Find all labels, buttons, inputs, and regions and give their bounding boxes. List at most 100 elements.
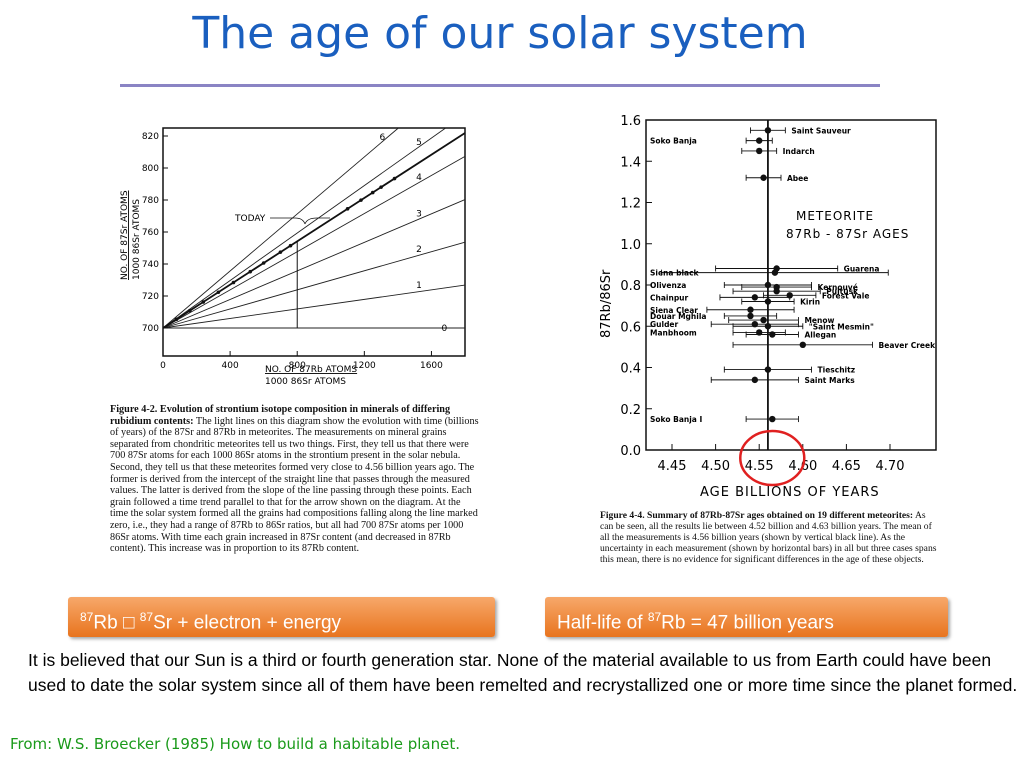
meteorite-point (771, 269, 779, 276)
inset-title-1: METEORITE (796, 209, 874, 223)
meteorite-point (773, 287, 780, 295)
decay-sup-sr: 87 (139, 610, 154, 624)
meteorite-x-label: AGE BILLIONS OF YEARS (700, 485, 880, 500)
half-life-box: Half-life of 87Rb = 47 billion years (545, 597, 948, 637)
x-tick-label: 4.50 (701, 459, 730, 474)
x-tick-label: 4.55 (745, 459, 774, 474)
growth-line (162, 284, 466, 329)
slide-title: The age of our solar system (192, 8, 808, 59)
y-tick-label: 0.2 (620, 403, 641, 418)
meteorite-label: Pultusk (826, 287, 859, 296)
growth-line (162, 155, 466, 329)
highlight-circle (739, 429, 806, 487)
isochron-y-label-2: 1000 86Sr ATOMS (132, 199, 142, 280)
meteorite-label: Beaver Creek (879, 341, 937, 350)
meteorite-y-label: 87Rb/86Sr (599, 269, 614, 338)
y-tick-label: 0.8 (620, 279, 641, 294)
y-tick-label: 760 (142, 228, 159, 238)
meteorite-point (764, 127, 772, 134)
y-tick-label: 1.6 (620, 114, 641, 129)
y-tick-label: 1.0 (620, 238, 641, 253)
meteorite-caption-head: Figure 4-4. Summary of 87Rb-87Sr ages ob… (600, 510, 914, 521)
meteorite-point (764, 298, 772, 305)
isochron-figure: 6 5 4 3 2 1 0 820 800 780 760 740 720 700 0 400 800 120… (105, 118, 485, 402)
x-tick-label: 1600 (420, 361, 443, 371)
x-tick-label: 400 (222, 361, 239, 371)
meteorite-point (756, 147, 763, 155)
meteorite-point (756, 137, 763, 144)
measured-point (278, 250, 283, 254)
meteorite-label: Chainpur (650, 293, 689, 302)
half-life-value: Rb = 47 billion years (661, 612, 834, 634)
y-tick-label: 800 (142, 164, 159, 174)
isochron-frame (162, 127, 466, 357)
y-tick-label: 1.2 (620, 197, 641, 212)
y-tick-label: 780 (142, 196, 159, 206)
meteorite-point (747, 312, 754, 320)
x-tick-label: 0 (160, 361, 166, 371)
growth-line-label: 4 (416, 173, 422, 183)
isochron-diagram: 6 5 4 3 2 1 0 820 800 780 760 740 720 700 0 400 800 120… (120, 127, 466, 387)
measured-point (216, 290, 221, 295)
measured-point (288, 243, 293, 248)
meteorite-label: Soko Banja (650, 137, 697, 146)
meteorite-label: Manbhoom (650, 328, 697, 337)
isochron-y-ticks: 820 800 780 760 740 720 700 (142, 132, 168, 334)
measured-point (359, 198, 363, 202)
measured-point (231, 280, 236, 285)
growth-line (162, 127, 399, 329)
measured-point (379, 185, 383, 189)
meteorite-point (751, 376, 759, 384)
meteorite-ages-chart: 1.6 1.4 1.2 1.0 0.8 0.6 0.4 0.2 0.0 4.45 4.50 4.55 4… (599, 114, 937, 500)
meteorite-point (751, 294, 759, 301)
inset-title-2: 87Rb - 87Sr AGES (786, 227, 909, 241)
decay-products: Sr + electron + energy (153, 612, 342, 634)
half-life-prefix: Half-life of (557, 612, 648, 634)
isochron-x-ticks: 0 400 800 1200 1600 (160, 351, 443, 371)
y-tick-label: 820 (142, 132, 159, 142)
x-tick-label: 4.45 (658, 459, 687, 474)
today-label: TODAY (234, 214, 266, 224)
growth-line-label: 5 (416, 138, 422, 148)
meteorite-point (764, 323, 772, 330)
y-tick-label: 700 (142, 324, 159, 334)
growth-line-label: 1 (416, 281, 422, 291)
meteorite-point (760, 174, 767, 181)
measured-point (345, 207, 350, 211)
meteorite-label: Saint Sauveur (791, 126, 851, 135)
decay-sup-rb: 87 (80, 610, 94, 624)
measured-point (201, 300, 206, 304)
title-divider (120, 84, 880, 87)
y-tick-label: 0.0 (620, 444, 641, 459)
today-isochron (162, 132, 466, 329)
today-bracket (270, 217, 330, 225)
y-tick-label: 1.4 (620, 155, 641, 170)
growth-line (162, 241, 466, 329)
meteorite-point (751, 320, 759, 328)
meteorite-label: Indarch (783, 147, 815, 156)
isochron-plot: 6 5 4 3 2 1 0 (162, 127, 466, 357)
meteorite-point (769, 331, 776, 338)
meteorite-point (760, 316, 767, 324)
meteorite-point (764, 366, 772, 373)
isochron-x-label-2: 1000 86Sr ATOMS (265, 377, 346, 387)
isochron-caption-body: The light lines on this diagram show the… (110, 415, 479, 555)
meteorite-point (769, 415, 776, 423)
half-life-sup: 87 (647, 610, 662, 624)
growth-line-label: 6 (380, 133, 386, 143)
growth-line-label: 2 (416, 245, 422, 255)
meteorite-label: Menow (804, 316, 834, 325)
meteorite-plot: 1.6 1.4 1.2 1.0 0.8 0.6 0.4 0.2 0.0 4.45 4.50 4.55 4… (620, 114, 937, 487)
measured-point (370, 190, 375, 195)
x-tick-label: 4.65 (832, 459, 861, 474)
meteorite-label: "Saint Mesmin" (809, 322, 874, 331)
source-citation: From: W.S. Broecker (1985) How to build … (10, 735, 461, 753)
growth-line (162, 199, 466, 329)
x-tick-label: 4.70 (876, 459, 905, 474)
decay-equation-box: 87Rb □ 87Sr + electron + energy (68, 597, 495, 637)
meteorite-point (799, 341, 806, 349)
meteorite-point (756, 329, 763, 336)
meteorite-point (747, 306, 754, 313)
meteorite-label: Soko Banja I (650, 415, 702, 424)
meteorite-caption-body: As can be seen, all the results lie betw… (600, 510, 937, 565)
